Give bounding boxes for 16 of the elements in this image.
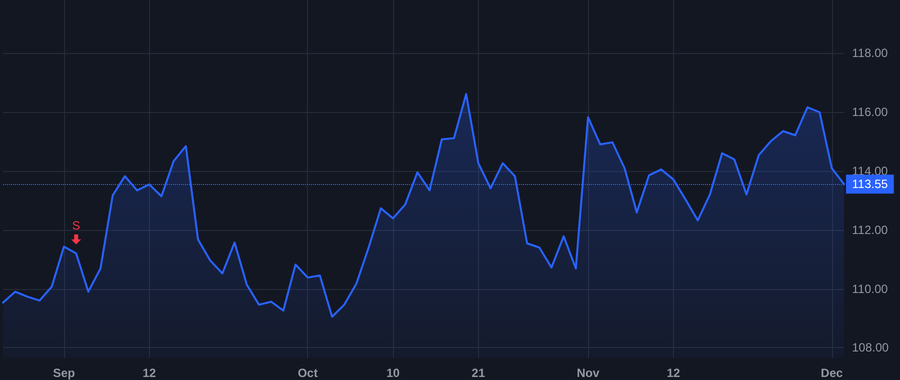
x-tick-label: Dec <box>820 366 844 380</box>
y-tick-label: 118.00 <box>852 46 888 60</box>
y-tick-label: 108.00 <box>852 340 890 355</box>
x-tick-label: Sep <box>52 366 75 380</box>
x-tick-label: Oct <box>298 366 318 380</box>
y-tick-label: 116.00 <box>852 104 888 119</box>
x-tick-label: 12 <box>666 366 680 380</box>
y-tick-label: 112.00 <box>852 222 888 237</box>
x-tick-label: 12 <box>142 366 156 380</box>
x-tick-label: 21 <box>472 366 486 380</box>
x-tick-label: 10 <box>386 366 400 380</box>
ref-line-label: 113.55 <box>852 177 888 192</box>
y-tick-label: 114.00 <box>852 164 888 178</box>
annotation: S <box>72 218 80 232</box>
x-tick-label: Nov <box>576 366 600 380</box>
y-tick-label: 110.00 <box>852 282 888 296</box>
